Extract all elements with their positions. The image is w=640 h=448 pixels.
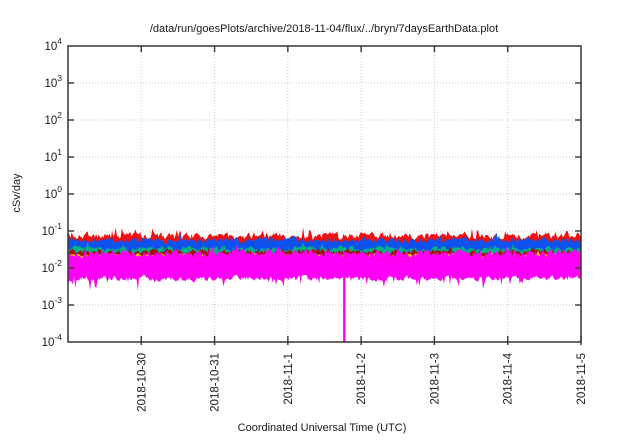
- x-tick-label: 2018-10-30: [136, 353, 148, 412]
- series-band-flux-magenta: [68, 244, 581, 291]
- chart-title: /data/run/goesPlots/archive/2018-11-04/f…: [149, 23, 499, 35]
- y-tick-label: 10-2: [42, 258, 63, 275]
- x-tick-label: 2018-11-1: [283, 353, 295, 405]
- y-tick-label: 10-3: [42, 295, 63, 312]
- x-tick-label: 2018-11-5: [576, 353, 588, 405]
- x-axis-title: Coordinated Universal Time (UTC): [237, 422, 407, 434]
- y-tick-label: 103: [44, 73, 62, 90]
- x-tick-label: 2018-11-4: [503, 352, 515, 404]
- plot-border: [67, 45, 582, 343]
- x-tick-label: 2018-11-3: [429, 353, 441, 405]
- x-tick-label: 2018-11-2: [356, 353, 368, 405]
- y-tick-label: 10-4: [42, 332, 63, 349]
- x-tick-label: 2018-10-31: [210, 353, 222, 412]
- y-tick-label: 104: [44, 36, 62, 53]
- y-tick-label: 10-1: [42, 221, 63, 238]
- y-tick-label: 102: [44, 110, 62, 127]
- y-tick-label: 101: [44, 147, 62, 164]
- y-tick-label: 100: [44, 184, 62, 201]
- anomaly-spike: [343, 260, 346, 342]
